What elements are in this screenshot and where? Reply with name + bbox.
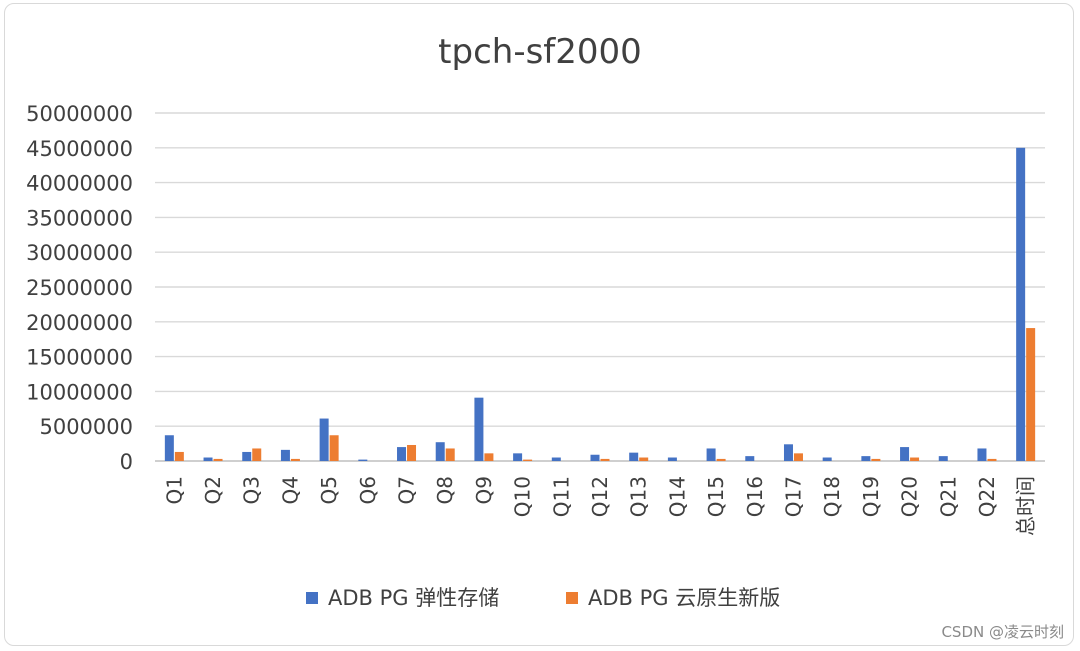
y-tick-label: 40000000 xyxy=(26,172,133,196)
bar-elastic-storage xyxy=(242,451,252,461)
bar-cloud-native xyxy=(716,458,726,461)
bar-cloud-native xyxy=(407,444,417,461)
chart-frame xyxy=(4,3,1074,646)
bar-elastic-storage xyxy=(900,447,910,461)
bar-elastic-storage xyxy=(706,448,716,461)
x-tick-label: Q9 xyxy=(472,476,496,504)
x-tick-label: Q18 xyxy=(820,476,844,517)
x-tick-label: Q4 xyxy=(278,476,302,504)
bar-cloud-native xyxy=(523,459,533,461)
legend-swatch xyxy=(306,592,318,604)
bar-elastic-storage xyxy=(397,447,407,461)
bar-elastic-storage xyxy=(319,418,329,461)
legend-label: ADB PG 云原生新版 xyxy=(588,586,780,610)
bar-elastic-storage xyxy=(822,457,832,461)
chart-title: tpch-sf2000 xyxy=(438,32,642,72)
x-tick-label: Q5 xyxy=(317,476,341,504)
x-tick-label: Q15 xyxy=(704,476,728,517)
x-tick-label: Q14 xyxy=(665,476,689,517)
watermark: CSDN @凌云时刻 xyxy=(941,623,1064,641)
y-tick-label: 25000000 xyxy=(26,276,133,300)
bar-cloud-native xyxy=(793,453,803,461)
bar-elastic-storage xyxy=(667,457,677,461)
bar-elastic-storage xyxy=(435,442,445,461)
y-tick-label: 0 xyxy=(120,450,133,474)
x-tick-label: Q10 xyxy=(511,476,535,517)
x-tick-label: Q12 xyxy=(588,476,612,517)
legend-swatch xyxy=(566,592,578,604)
x-tick-label: Q3 xyxy=(240,476,264,504)
x-tick-label: Q8 xyxy=(433,476,457,504)
bar-cloud-native xyxy=(329,435,339,461)
y-tick-label: 10000000 xyxy=(26,380,133,404)
bar-elastic-storage xyxy=(745,456,755,461)
y-tick-label: 15000000 xyxy=(26,346,133,370)
bar-cloud-native xyxy=(252,448,262,461)
bar-elastic-storage xyxy=(590,454,600,461)
bar-elastic-storage xyxy=(629,452,639,461)
bar-cloud-native xyxy=(484,453,494,461)
x-tick-label: Q19 xyxy=(859,476,883,517)
bar-elastic-storage xyxy=(783,444,793,461)
legend-label: ADB PG 弹性存储 xyxy=(328,586,499,610)
x-tick-label: Q11 xyxy=(549,476,573,517)
y-tick-label: 30000000 xyxy=(26,241,133,265)
x-tick-label: Q7 xyxy=(395,476,419,504)
x-tick-label: Q17 xyxy=(781,476,805,517)
bar-elastic-storage xyxy=(861,456,871,461)
bar-elastic-storage xyxy=(513,453,523,461)
x-tick-label: Q21 xyxy=(936,476,960,517)
bar-cloud-native xyxy=(910,457,920,461)
bar-elastic-storage xyxy=(358,459,368,461)
x-tick-label: Q20 xyxy=(898,476,922,517)
bar-cloud-native xyxy=(174,451,184,461)
bar-elastic-storage xyxy=(474,397,484,461)
bar-cloud-native xyxy=(1026,328,1036,461)
bar-elastic-storage xyxy=(164,435,174,461)
y-tick-label: 45000000 xyxy=(26,137,133,161)
bar-elastic-storage xyxy=(977,448,987,461)
bar-cloud-native xyxy=(871,458,881,461)
bar-cloud-native xyxy=(445,448,455,461)
bar-elastic-storage xyxy=(280,449,290,461)
bar-cloud-native xyxy=(290,458,300,461)
bar-elastic-storage xyxy=(203,457,213,461)
bar-elastic-storage xyxy=(938,456,948,461)
x-tick-label: Q13 xyxy=(627,476,651,517)
y-tick-label: 20000000 xyxy=(26,311,133,335)
bar-cloud-native xyxy=(987,458,997,461)
bar-elastic-storage xyxy=(1016,147,1026,462)
y-tick-label: 5000000 xyxy=(39,415,133,439)
x-tick-label: Q1 xyxy=(162,476,186,504)
y-tick-label: 35000000 xyxy=(26,206,133,230)
bar-cloud-native xyxy=(213,458,223,461)
y-tick-label: 50000000 xyxy=(26,102,133,126)
x-tick-label: Q16 xyxy=(743,476,767,517)
bar-cloud-native xyxy=(639,457,649,461)
x-tick-label: 总时间 xyxy=(1014,476,1038,536)
x-tick-label: Q2 xyxy=(201,476,225,504)
x-tick-label: Q6 xyxy=(356,476,380,504)
x-tick-label: Q22 xyxy=(975,476,999,517)
bar-elastic-storage xyxy=(551,457,561,461)
bar-cloud-native xyxy=(600,458,610,461)
